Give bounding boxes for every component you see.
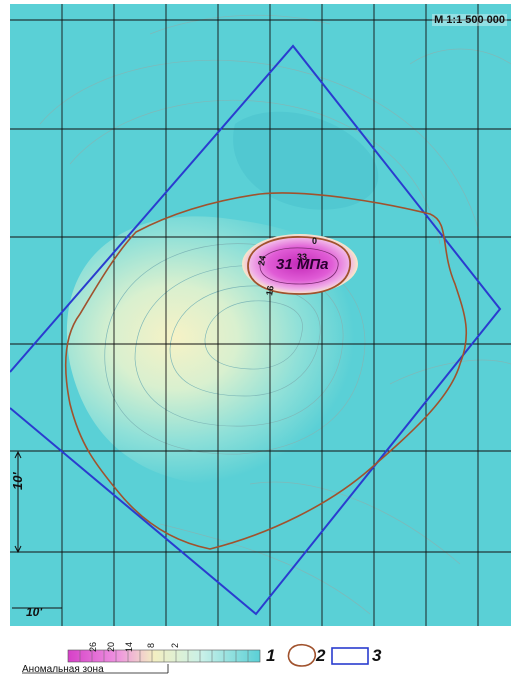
map-scale: M 1:1 500 000 [432,14,507,26]
field-low-zone [233,111,379,210]
contour-label: 33 [297,252,307,262]
anomaly-zone-label: Аномальная зона [22,664,104,675]
grid-lines [10,4,511,626]
legend: 26 20 14 8 2 1 2 3 Аномальная зона [0,628,511,679]
legend-item-number: 1 [266,646,276,665]
legend-tick-label: 26 [88,641,98,652]
pressure-label: 31 МПа [276,256,329,273]
contour-label: 0 [312,236,317,246]
legend-tick-label: 14 [124,641,134,652]
grid-step-vertical: 10' [10,472,25,490]
grid-step-markers [12,450,62,609]
study-area-frame [10,44,502,616]
map-canvas: 0 33 24 16 [10,4,511,626]
peak-outline [247,236,351,295]
legend-item-number: 2 [316,646,326,665]
legend-tick-label: 20 [106,641,116,652]
contour-labels: 0 33 24 16 [256,236,317,296]
legend-tick-label: 8 [146,642,156,648]
legend-tick-label: 2 [170,642,180,648]
legend-frame-symbol [331,647,369,665]
grid-step-horizontal: 10' [26,605,43,619]
legend-graphics [22,643,369,674]
peak-inner-isoline [259,247,339,285]
isolines [39,14,511,615]
contour-label: 24 [256,255,268,267]
legend-bar-ticks [79,650,249,662]
legend-item-number: 3 [372,646,382,665]
pressure-peak [242,234,358,294]
map: 0 33 24 16 M 1:1 500 000 31 МПа 10' 10' [10,4,511,626]
legend-outline-symbol [287,643,317,667]
anomaly-outline [64,192,468,550]
contour-label: 16 [264,285,276,297]
